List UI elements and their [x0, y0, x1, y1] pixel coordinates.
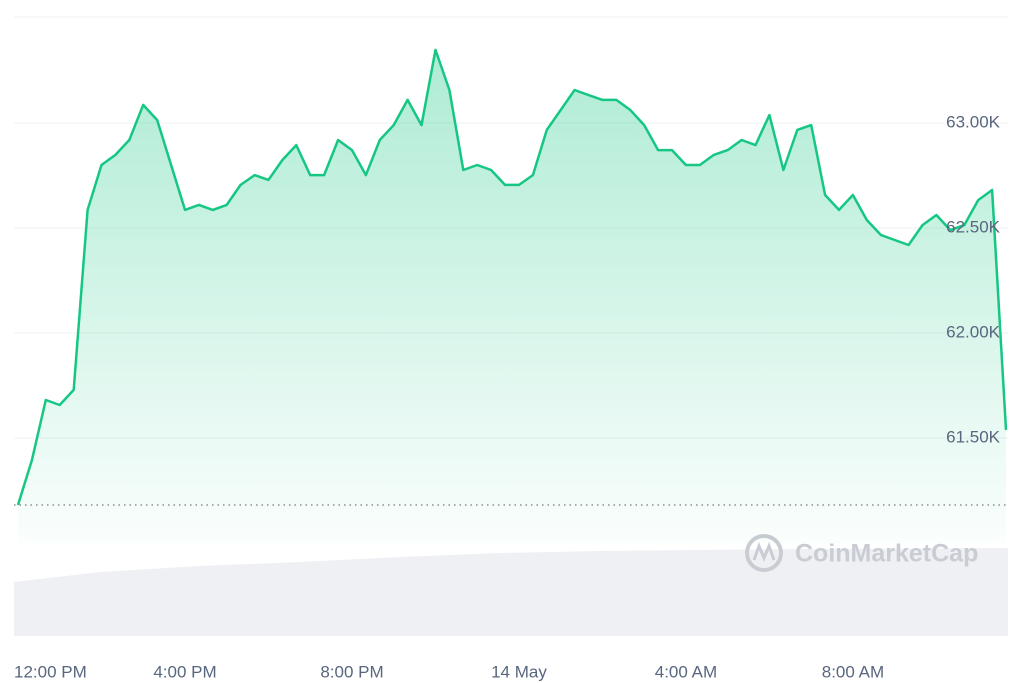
- y-tick-label: 62.50K: [946, 217, 1001, 236]
- x-tick-label: 8:00 PM: [320, 662, 383, 681]
- watermark: CoinMarketCap: [795, 540, 978, 568]
- y-tick-label: 63.00K: [946, 112, 1001, 131]
- x-tick-label: 4:00 PM: [153, 662, 216, 681]
- y-tick-label: 61.50K: [946, 427, 1001, 446]
- x-tick-label: 4:00 AM: [655, 662, 717, 681]
- x-tick-label: 8:00 AM: [822, 662, 884, 681]
- price-line: [16, 48, 1008, 506]
- x-tick-label: 14 May: [491, 662, 547, 681]
- x-tick-label: 12:00 PM: [14, 662, 87, 681]
- area: [18, 49, 1006, 544]
- y-tick-label: 62.00K: [946, 322, 1001, 341]
